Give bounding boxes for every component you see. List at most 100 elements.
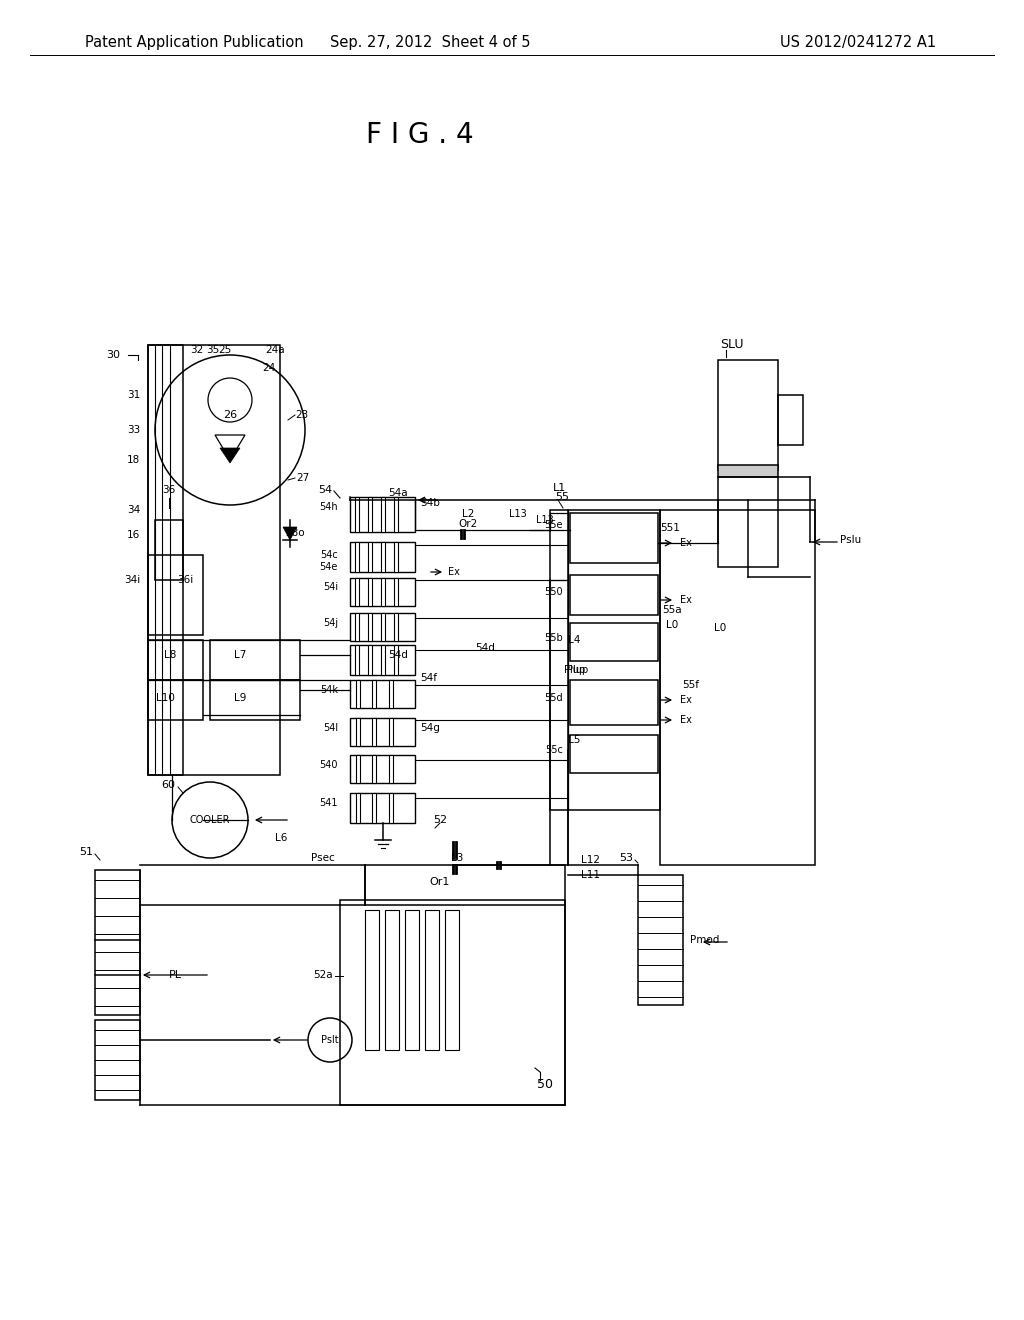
Text: 34i: 34i (124, 576, 140, 585)
Bar (350, 755, 415, 783)
Text: 54a: 54a (388, 488, 408, 498)
Bar (148, 640, 203, 680)
Text: 54j: 54j (323, 618, 338, 628)
Bar (95, 870, 140, 1015)
Text: 54i: 54i (323, 582, 338, 591)
Bar (148, 345, 280, 775)
Text: L1: L1 (553, 483, 566, 492)
Text: 55d: 55d (545, 693, 563, 704)
Bar (350, 612, 415, 642)
Bar (381, 498, 384, 532)
Text: L13: L13 (537, 515, 554, 525)
Text: 35: 35 (207, 345, 219, 355)
Bar (350, 543, 415, 572)
Bar (210, 640, 300, 680)
Text: L7: L7 (233, 649, 246, 660)
Text: 541: 541 (319, 799, 338, 808)
Bar (373, 755, 377, 783)
Bar (155, 520, 183, 579)
Text: Pmod: Pmod (690, 935, 720, 945)
Bar (373, 793, 377, 822)
Bar (356, 793, 360, 822)
Text: Plup: Plup (567, 665, 589, 675)
Polygon shape (220, 447, 240, 463)
Bar (381, 578, 384, 606)
Text: 26: 26 (223, 411, 238, 420)
Bar (368, 498, 372, 532)
Text: 16: 16 (127, 531, 140, 540)
Text: Ex: Ex (680, 595, 692, 605)
Bar (148, 680, 203, 719)
Text: L5: L5 (568, 735, 581, 744)
Text: Pslt: Pslt (322, 1035, 339, 1045)
Bar (354, 498, 358, 532)
Bar (778, 395, 803, 445)
Text: L2: L2 (462, 510, 474, 519)
Text: 28o: 28o (286, 528, 305, 539)
Text: Sep. 27, 2012  Sheet 4 of 5: Sep. 27, 2012 Sheet 4 of 5 (330, 34, 530, 49)
Bar (356, 680, 360, 708)
Bar (425, 909, 439, 1049)
Bar (406, 909, 419, 1049)
Bar (393, 645, 397, 675)
Text: 50: 50 (537, 1078, 553, 1092)
Text: Ex: Ex (680, 539, 692, 548)
Bar (570, 513, 658, 564)
Text: 31: 31 (127, 389, 140, 400)
Text: 54b: 54b (420, 498, 440, 508)
Bar (368, 578, 372, 606)
Bar (389, 680, 392, 708)
Text: L0: L0 (666, 620, 678, 630)
Text: 55b: 55b (544, 634, 563, 643)
Bar (354, 543, 358, 572)
Text: US 2012/0241272 A1: US 2012/0241272 A1 (780, 34, 936, 49)
Text: Or2: Or2 (459, 519, 477, 529)
Bar (356, 718, 360, 746)
Text: 51: 51 (79, 847, 93, 857)
Text: L9: L9 (233, 693, 246, 704)
Bar (445, 909, 459, 1049)
Text: PL: PL (169, 970, 181, 979)
Text: 24a: 24a (265, 345, 285, 355)
Text: L0: L0 (714, 623, 726, 634)
Text: Pslu: Pslu (840, 535, 861, 545)
Bar (718, 465, 778, 477)
Text: 60: 60 (161, 780, 175, 789)
Text: F I G . 4: F I G . 4 (367, 121, 474, 149)
Bar (550, 510, 660, 810)
Text: L10: L10 (156, 693, 174, 704)
Text: L12: L12 (581, 855, 599, 865)
Polygon shape (215, 436, 245, 459)
Bar (210, 680, 300, 719)
Text: 30: 30 (106, 350, 120, 360)
Bar (350, 793, 415, 822)
Text: SLU: SLU (720, 338, 743, 351)
Bar (570, 735, 658, 774)
Text: 55e: 55e (545, 520, 563, 531)
Bar (368, 645, 372, 675)
Bar (148, 345, 183, 775)
Bar (718, 360, 778, 470)
Text: 52: 52 (433, 814, 447, 825)
Bar (365, 909, 379, 1049)
Text: L13: L13 (509, 510, 527, 519)
Bar (393, 498, 397, 532)
Text: 36: 36 (163, 484, 176, 495)
Text: 25: 25 (218, 345, 231, 355)
Text: L6: L6 (275, 833, 288, 843)
Bar (381, 543, 384, 572)
Bar (354, 612, 358, 642)
Text: 34: 34 (127, 506, 140, 515)
Polygon shape (283, 527, 297, 540)
Bar (368, 612, 372, 642)
Bar (373, 680, 377, 708)
Text: 54l: 54l (323, 723, 338, 733)
Bar (393, 612, 397, 642)
Text: Patent Application Publication: Patent Application Publication (85, 34, 304, 49)
Bar (570, 576, 658, 615)
Text: Ex: Ex (680, 696, 692, 705)
Text: 54c: 54c (321, 550, 338, 560)
Bar (354, 645, 358, 675)
Text: Ex: Ex (449, 568, 460, 577)
Bar (570, 680, 658, 725)
